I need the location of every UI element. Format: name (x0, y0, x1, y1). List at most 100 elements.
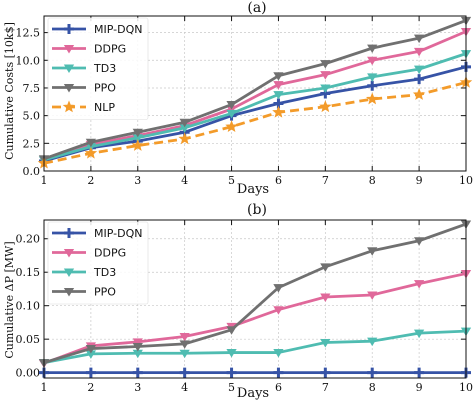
y-tick-label: 10.0 (16, 54, 41, 67)
x-tick-label: 6 (275, 174, 282, 187)
x-tick-label: 9 (416, 174, 423, 187)
data-point (320, 60, 331, 69)
data-point (273, 306, 284, 315)
legend-swatch-marker (64, 24, 74, 34)
data-point (273, 367, 284, 378)
legend-item: MIP-DQN (52, 227, 142, 240)
legend-item: DDPG (52, 247, 126, 260)
y-tick-label: 12.5 (16, 27, 41, 40)
x-tick-label: 10 (459, 381, 473, 394)
legend-item: DDPG (52, 43, 126, 56)
data-point (85, 367, 96, 378)
x-tick-label: 5 (228, 381, 235, 394)
data-point (320, 71, 331, 80)
data-point (367, 56, 378, 66)
data-point (273, 349, 284, 358)
y-tick-label: 0.0 (23, 165, 41, 178)
series-ppo (38, 16, 472, 164)
series-line (43, 52, 467, 162)
legend-swatch-marker (63, 64, 75, 73)
data-point (273, 72, 284, 81)
x-tick-label: 4 (181, 174, 188, 187)
y-tick-label: 7.5 (23, 82, 41, 95)
panel-b-legend: MIP-DQN DDPG TD3 PPO (47, 221, 149, 305)
data-point (320, 84, 331, 93)
data-point (413, 237, 425, 246)
y-tick-label: 0.10 (16, 300, 41, 313)
legend-label: TD3 (93, 62, 116, 75)
panel-a-series (37, 16, 473, 169)
data-point (413, 65, 425, 75)
x-tick-label: 3 (134, 174, 141, 187)
x-tick-label: 7 (322, 174, 329, 187)
panel-b-yticks: 0.00 0.05 0.10 0.15 0.20 (16, 233, 466, 380)
legend-swatch-marker (63, 83, 75, 93)
panel-b-chart: (b) Cumulative ΔP [MW] Days 1 2 3 4 5 6 7 8 9 10 … (3, 202, 473, 401)
data-point (367, 73, 378, 82)
x-tick-label: 3 (134, 381, 141, 394)
legend-item: PPO (52, 286, 116, 299)
data-point (226, 326, 237, 335)
data-point (413, 34, 425, 44)
panel-a-title: (a) (247, 0, 266, 16)
data-point (179, 349, 190, 359)
y-tick-label: 2.5 (23, 137, 41, 150)
data-point (367, 44, 378, 54)
series-line (43, 222, 467, 364)
data-point (367, 291, 378, 300)
x-tick-label: 8 (369, 381, 376, 394)
panel-b-xlabel: Days (237, 386, 269, 401)
y-tick-label: 0.15 (16, 266, 41, 279)
data-point (367, 337, 378, 347)
data-point (273, 284, 284, 293)
y-tick-label: 5.0 (23, 110, 41, 123)
legend-swatch-marker (63, 44, 75, 54)
x-tick-label: 4 (181, 381, 188, 394)
legend-item: TD3 (52, 266, 116, 279)
legend-label: MIP-DQN (94, 227, 142, 240)
panel-a-ylabel: Cumulative Costs [10k$] (3, 22, 16, 160)
data-point (131, 138, 145, 151)
data-point (272, 105, 285, 118)
x-tick-label: 8 (369, 174, 376, 187)
legend-label: MIP-DQN (94, 23, 142, 36)
data-point (84, 146, 98, 159)
data-point (226, 101, 237, 110)
data-point (414, 74, 425, 85)
data-point (367, 367, 378, 378)
data-point (132, 128, 143, 138)
x-tick-label: 9 (416, 381, 423, 394)
panel-a-chart: (a) Cumulative Costs [10k$] Days 1 2 3 4 5 6 7… (3, 0, 473, 197)
data-point (85, 345, 97, 354)
legend-box (47, 17, 149, 120)
legend-label: PPO (94, 82, 116, 95)
legend-item: MIP-DQN (52, 23, 142, 36)
x-tick-label: 6 (275, 381, 282, 394)
x-tick-label: 10 (459, 174, 473, 187)
series-line (43, 329, 467, 364)
data-point (413, 329, 425, 339)
legend-swatch-marker (64, 228, 74, 238)
data-point (132, 338, 143, 347)
data-point (320, 367, 331, 378)
data-point (273, 91, 284, 100)
legend-swatch-marker (63, 248, 75, 258)
data-point (179, 118, 190, 128)
panel-a-xlabel: Days (237, 182, 269, 197)
panel-b-frame (43, 219, 467, 379)
data-point (367, 80, 378, 91)
x-tick-label: 2 (87, 174, 94, 187)
legend-label: TD3 (93, 266, 116, 279)
series-line (43, 65, 467, 163)
x-tick-label: 7 (322, 381, 329, 394)
legend-swatch-marker (63, 268, 75, 277)
data-point (320, 293, 331, 302)
panel-a-legend: MIP-DQN DDPG TD3 PPO NLP (47, 17, 149, 120)
panel-b-xticks: 1 2 3 4 5 6 7 8 9 10 (41, 220, 473, 394)
data-point (179, 367, 190, 378)
series-line (43, 81, 467, 165)
x-tick-label: 1 (41, 174, 48, 187)
series-line (43, 19, 467, 161)
series-ddpg (38, 27, 472, 165)
